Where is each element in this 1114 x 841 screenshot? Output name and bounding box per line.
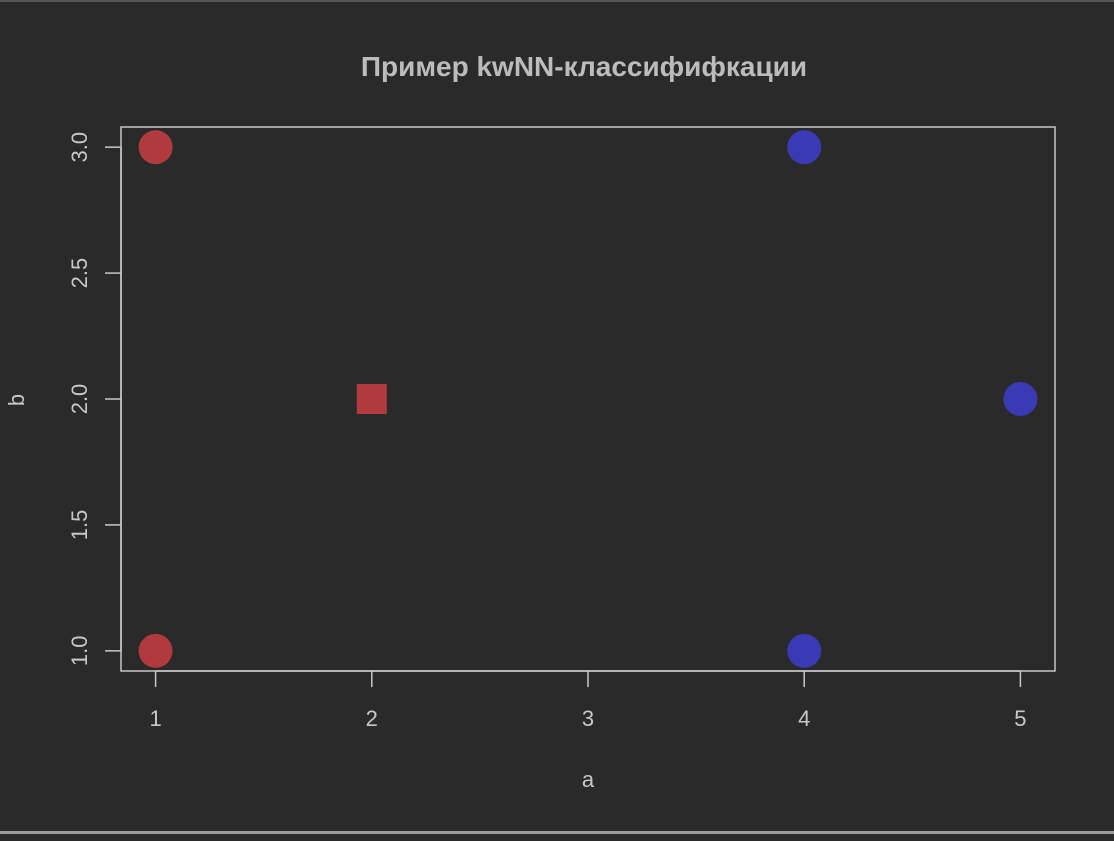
data-point-circle	[787, 130, 822, 165]
x-tick-label: 3	[582, 706, 594, 731]
y-tick-label: 3.0	[67, 132, 92, 163]
data-points	[138, 130, 1038, 668]
y-tick-label: 2.0	[67, 384, 92, 415]
y-axis-label: b	[4, 394, 29, 406]
data-point-circle	[138, 633, 173, 668]
data-point-circle	[787, 633, 822, 668]
data-point-circle	[138, 130, 173, 165]
chart-title: Пример kwNN-классифифкации	[361, 51, 807, 82]
x-axis-label: a	[582, 767, 595, 792]
x-axis: 1 2 3 4 5	[149, 670, 1027, 731]
data-point-square	[356, 384, 387, 414]
x-tick-label: 4	[798, 706, 810, 731]
plot-area-border	[120, 126, 1056, 672]
y-axis: 1.0 1.5 2.0 2.5 3.0	[67, 132, 122, 667]
y-tick-label: 1.5	[67, 510, 92, 541]
y-tick-label: 2.5	[67, 258, 92, 289]
x-tick-label: 5	[1014, 706, 1026, 731]
x-tick-label: 2	[366, 706, 378, 731]
y-tick-label: 1.0	[67, 636, 92, 667]
x-tick-label: 1	[149, 706, 161, 731]
data-point-circle	[1003, 382, 1038, 416]
